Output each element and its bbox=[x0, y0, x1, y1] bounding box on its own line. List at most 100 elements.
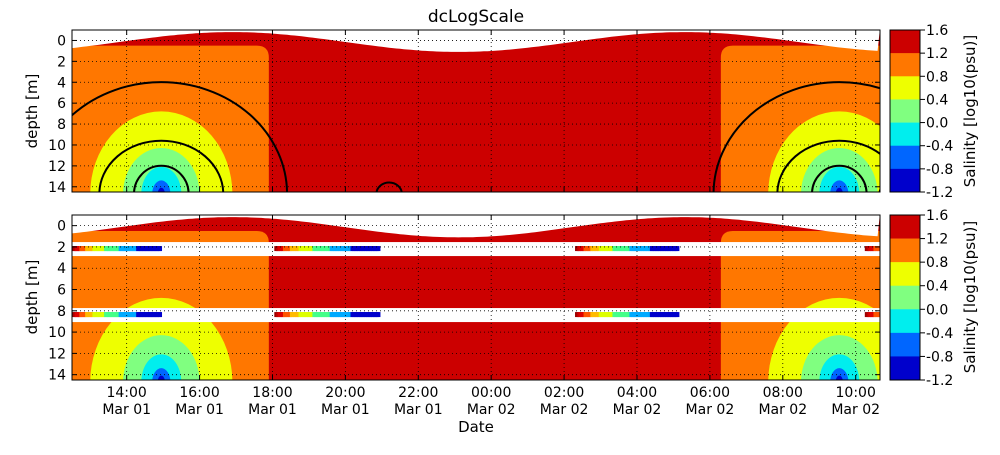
colorbar-block bbox=[890, 309, 920, 334]
top-colorbar-ticks: 1.6 1.2 0.8 0.4 0.0 -0.4 -0.8 -1.2 bbox=[920, 23, 953, 201]
salinity-ring bbox=[157, 187, 165, 192]
scatter-point bbox=[953, 312, 957, 317]
salinity-ring bbox=[157, 375, 165, 380]
colorbar-tick-label: 1.2 bbox=[926, 232, 948, 248]
salinity-ring bbox=[835, 375, 843, 380]
colorbar-tick-label: -0.4 bbox=[926, 139, 953, 155]
y-tick-label: 12 bbox=[48, 159, 66, 175]
x-tick-label-date: Mar 02 bbox=[467, 402, 516, 418]
scatter-point bbox=[920, 312, 924, 317]
scatter-point bbox=[953, 246, 957, 251]
top-colorbar-blocks bbox=[890, 30, 920, 193]
colorbar-block bbox=[890, 145, 920, 170]
scatter-point bbox=[951, 246, 955, 251]
x-tick-label-time: 22:00 bbox=[398, 385, 438, 401]
salinity-ring bbox=[152, 180, 171, 192]
scatter-point bbox=[955, 312, 959, 317]
colorbar-tick-label: 1.2 bbox=[926, 46, 948, 62]
x-tick-label-date: Mar 02 bbox=[540, 402, 589, 418]
colorbar-tick-label: -0.4 bbox=[926, 326, 953, 342]
colorbar-block bbox=[890, 168, 920, 193]
salinity-ring bbox=[819, 354, 860, 380]
x-tick-label-time: 16:00 bbox=[179, 385, 219, 401]
colorbar-block bbox=[890, 262, 920, 287]
bottom-axes-frame bbox=[71, 214, 881, 381]
x-axis-label: Date bbox=[458, 418, 494, 436]
y-tick-label: 12 bbox=[48, 346, 66, 362]
bottom-colorbar: 1.6 1.2 0.8 0.4 0.0 -0.4 -0.8 -1.2 Salinity [lo… bbox=[889, 208, 979, 389]
figure-title: dcLogScale bbox=[428, 7, 524, 27]
colorbar-block bbox=[890, 76, 920, 100]
y-tick-label: 8 bbox=[57, 304, 66, 320]
scatter-point bbox=[957, 246, 961, 251]
x-tick-label-date: Mar 01 bbox=[175, 402, 224, 418]
y-tick-label: 0 bbox=[57, 33, 66, 49]
scatter-point bbox=[878, 312, 880, 318]
colorbar-block bbox=[890, 99, 920, 123]
y-tick-label: 4 bbox=[57, 75, 66, 91]
scatter-point bbox=[376, 246, 381, 252]
scatter-point bbox=[920, 246, 924, 251]
contour-line bbox=[375, 181, 403, 192]
scatter-point bbox=[948, 246, 952, 251]
colorbar-tick-label: -0.8 bbox=[926, 162, 953, 178]
y-tick-label: 14 bbox=[48, 368, 66, 384]
x-tick-label-date: Mar 02 bbox=[613, 402, 662, 418]
scatter-point bbox=[880, 246, 884, 251]
top-colorbar-frame bbox=[889, 29, 921, 193]
top-grid bbox=[72, 30, 880, 192]
colorbar-block bbox=[890, 53, 920, 77]
scatter-point bbox=[675, 246, 680, 252]
colorbar-tick-label: 0.4 bbox=[926, 279, 948, 295]
bottom-grid bbox=[72, 215, 880, 380]
scatter-point bbox=[950, 246, 954, 251]
scatter-point bbox=[886, 312, 890, 317]
colorbar-tick-label: 0.0 bbox=[926, 116, 948, 132]
contour-line bbox=[811, 164, 868, 192]
y-tick-label: 14 bbox=[48, 180, 66, 196]
y-tick-label: 6 bbox=[57, 96, 66, 112]
top-colorbar-label: Salinity [log10(psu)] bbox=[961, 35, 979, 187]
scatter-point bbox=[878, 246, 880, 252]
x-tick-label-date: Mar 02 bbox=[758, 402, 807, 418]
y-tick-label: 4 bbox=[57, 261, 66, 277]
top-y-axis: 0 2 4 6 8 10 12 14 bbox=[48, 33, 880, 196]
scatter-point bbox=[376, 312, 381, 318]
colorbar-tick-label: -1.2 bbox=[926, 185, 953, 201]
x-tick-label-date: Mar 01 bbox=[394, 402, 443, 418]
salinity-ring bbox=[830, 368, 849, 380]
scatter-point bbox=[880, 312, 884, 317]
colorbar-block bbox=[890, 332, 920, 357]
y-tick-label: 0 bbox=[57, 219, 66, 235]
salinity-ring bbox=[141, 166, 182, 192]
scatter-track-background bbox=[72, 242, 880, 257]
bottom-y-axis: 0 2 4 6 8 10 12 14 bbox=[48, 219, 880, 384]
scatter-point bbox=[158, 246, 163, 252]
scatter-point bbox=[886, 246, 890, 251]
top-panel: 0 2 4 6 8 10 12 14 depth [m] bbox=[23, 29, 881, 196]
top-x-ticks bbox=[126, 30, 857, 192]
x-tick-label-time: 08:00 bbox=[763, 385, 803, 401]
salinity-ring bbox=[835, 187, 843, 192]
colorbar-block bbox=[890, 285, 920, 310]
colorbar-tick-label: 1.6 bbox=[926, 23, 948, 39]
x-tick-label-time: 00:00 bbox=[471, 385, 511, 401]
x-tick-label-time: 06:00 bbox=[690, 385, 730, 401]
salinity-ring bbox=[830, 180, 849, 192]
colorbar-block bbox=[890, 30, 920, 54]
x-tick-label-time: 18:00 bbox=[252, 385, 292, 401]
scatter-point bbox=[950, 312, 954, 317]
colorbar-tick-label: -1.2 bbox=[926, 373, 953, 389]
colorbar-block bbox=[890, 215, 920, 239]
contour-line bbox=[98, 139, 225, 192]
scatter-track-background bbox=[72, 308, 880, 323]
x-tick-label-date: Mar 01 bbox=[248, 402, 297, 418]
x-tick-label-time: 02:00 bbox=[544, 385, 584, 401]
scatter-point bbox=[957, 312, 961, 317]
contour-line bbox=[133, 164, 190, 192]
scatter-point bbox=[675, 312, 680, 318]
salinity-ring bbox=[141, 354, 182, 380]
x-tick-label-date: Mar 01 bbox=[102, 402, 151, 418]
x-tick-label-date: Mar 02 bbox=[831, 402, 880, 418]
